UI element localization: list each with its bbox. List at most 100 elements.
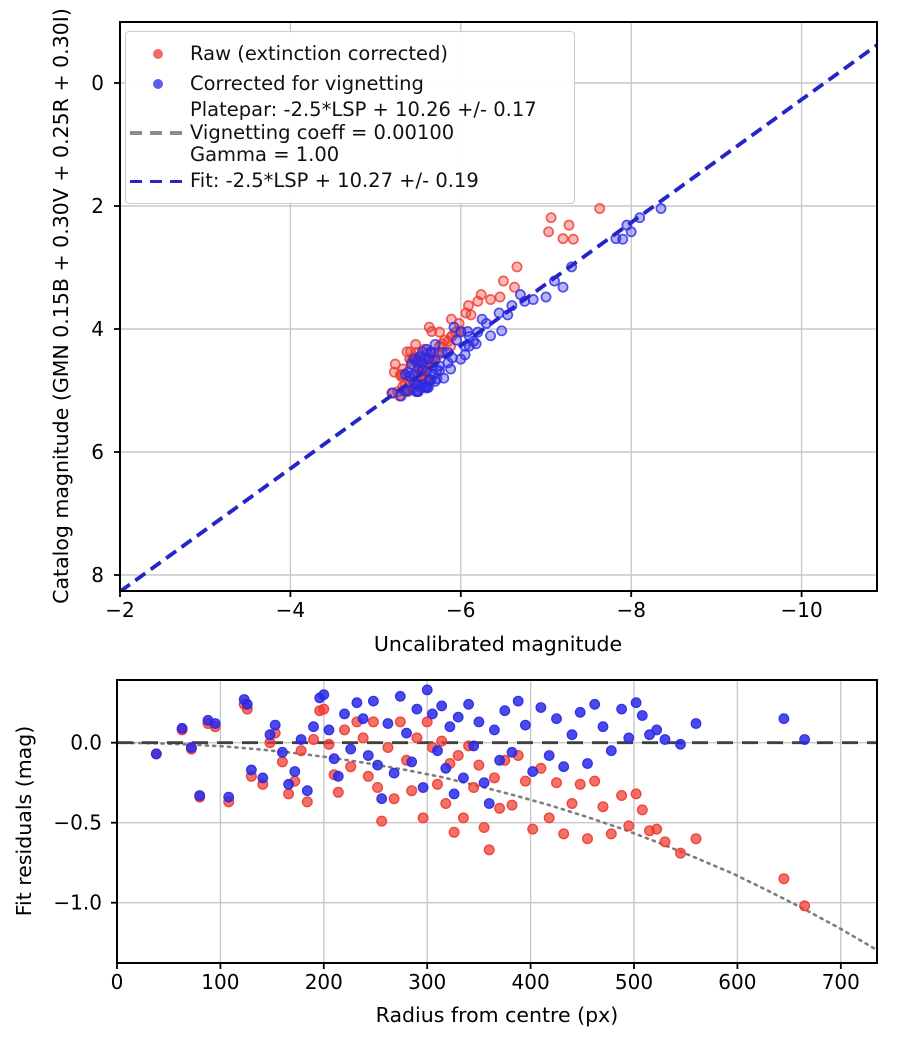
raw-residual-point: [616, 790, 628, 802]
corrected-point: [425, 346, 437, 358]
raw-point: [494, 291, 506, 303]
y-tick-label: 0.0: [70, 731, 102, 755]
x-tick-label: 100: [201, 970, 239, 994]
top-xaxis-label: Uncalibrated magnitude: [374, 632, 622, 656]
raw-residual-point: [367, 716, 379, 728]
raw-point: [426, 326, 438, 337]
raw-residual-point: [468, 782, 480, 794]
dash-icon: [130, 130, 186, 135]
corrected-point: [625, 226, 637, 238]
raw-residual-point: [623, 820, 635, 832]
corrected-point: [476, 313, 488, 325]
corrected-point: [470, 338, 482, 350]
raw-residual-point: [636, 804, 648, 816]
corrected-residual-point: [463, 698, 475, 710]
corrected-residual-point: [448, 788, 460, 800]
top-yaxis-label: Catalog magnitude (GMN 0.15B + 0.30V + 0…: [49, 8, 73, 604]
y-tick-label: 0: [91, 71, 104, 95]
raw-residual-point: [276, 756, 288, 768]
corrected-residual-point: [289, 766, 301, 777]
raw-residual-point: [543, 812, 555, 824]
raw-residual-point: [421, 716, 433, 728]
corrected-point: [485, 330, 497, 342]
y-tick-label: 2: [91, 194, 104, 218]
y-tick-label: −1.0: [53, 891, 102, 915]
raw-residual-point: [432, 778, 444, 790]
raw-residual-point: [372, 782, 384, 794]
legend: Raw (extinction corrected) Corrected for …: [125, 31, 575, 204]
corrected-residual-point: [483, 798, 495, 809]
raw-residual-point: [452, 750, 464, 762]
corrected-residual-point: [301, 785, 313, 797]
corrected-residual-point: [345, 743, 357, 755]
raw-point: [563, 219, 575, 231]
corrected-residual-point: [440, 762, 452, 774]
corrected-residual-point: [659, 734, 671, 745]
raw-residual-point: [519, 775, 531, 787]
corrected-residual-point: [436, 700, 448, 712]
raw-point: [497, 275, 509, 287]
bottom-yaxis-label: Fit residuals (mag): [12, 726, 36, 917]
raw-residual-point: [382, 742, 394, 754]
x-tick-label: −10: [780, 598, 822, 622]
x-tick-label: 600: [718, 970, 756, 994]
raw-residual-point: [388, 793, 400, 805]
corrected-residual-point: [209, 718, 221, 729]
corrected-point: [434, 365, 445, 377]
corrected-residual-point: [520, 719, 531, 731]
corrected-residual-point: [406, 756, 418, 768]
corrected-residual-point: [257, 772, 269, 784]
raw-residual-point: [605, 828, 617, 840]
corrected-residual-point: [332, 770, 344, 782]
raw-residual-point: [506, 799, 518, 811]
raw-point: [511, 261, 523, 273]
raw-residual-point: [323, 738, 335, 750]
raw-point: [389, 358, 401, 370]
corrected-residual-point: [636, 710, 648, 721]
legend-item: Platepar: -2.5*LSP + 10.26 +/- 0.17 Vign…: [126, 98, 568, 167]
corrected-residual-point: [401, 727, 412, 739]
x-tick-label: 500: [615, 970, 653, 994]
corrected-residual-point: [357, 713, 369, 725]
corrected-residual-point: [551, 713, 562, 725]
corrected-series: [387, 203, 667, 402]
raw-residual-point: [527, 823, 539, 835]
corrected-residual-point: [506, 746, 518, 758]
corrected-residual-point: [527, 766, 539, 777]
corrected-residual-point: [388, 767, 400, 779]
corrected-residual-point: [372, 759, 384, 771]
corrected-residual-point: [452, 711, 464, 723]
legend-dash-marker-icon: [126, 130, 190, 135]
corrected-residual-point: [616, 703, 627, 715]
corrected-residual-point: [589, 698, 601, 710]
corrected-point: [455, 353, 467, 365]
corrected-residual-point: [295, 734, 307, 745]
corrected-residual-point: [778, 713, 790, 725]
corrected-residual-point: [651, 724, 663, 736]
legend-item-label: Raw (extinction corrected): [190, 41, 448, 65]
legend-dot-marker: [126, 49, 190, 59]
corrected-residual-point: [543, 750, 555, 761]
corrected-residual-series: [150, 684, 810, 809]
raw-residual-point: [457, 812, 469, 824]
corrected-residual-point: [535, 702, 547, 713]
y-tick-label: 4: [91, 317, 104, 341]
corrected-residual-point: [478, 777, 490, 789]
corrected-point: [540, 291, 552, 303]
corrected-residual-point: [223, 791, 235, 803]
x-tick-label: −8: [616, 598, 645, 622]
corrected-residual-point: [362, 750, 374, 761]
corrected-residual-point: [468, 740, 480, 752]
raw-residual-point: [778, 873, 790, 885]
corrected-point: [557, 281, 569, 293]
corrected-residual-point: [277, 746, 288, 758]
dash-icon: [130, 179, 186, 184]
raw-residual-point: [301, 796, 313, 808]
x-tick-label: −4: [276, 598, 305, 622]
corrected-residual-point: [176, 722, 188, 734]
y-tick-label: −0.5: [53, 811, 102, 835]
raw-residual-point: [376, 815, 388, 827]
corrected-residual-point: [245, 764, 257, 776]
corrected-residual-point: [444, 721, 456, 733]
corrected-residual-point: [427, 708, 438, 720]
